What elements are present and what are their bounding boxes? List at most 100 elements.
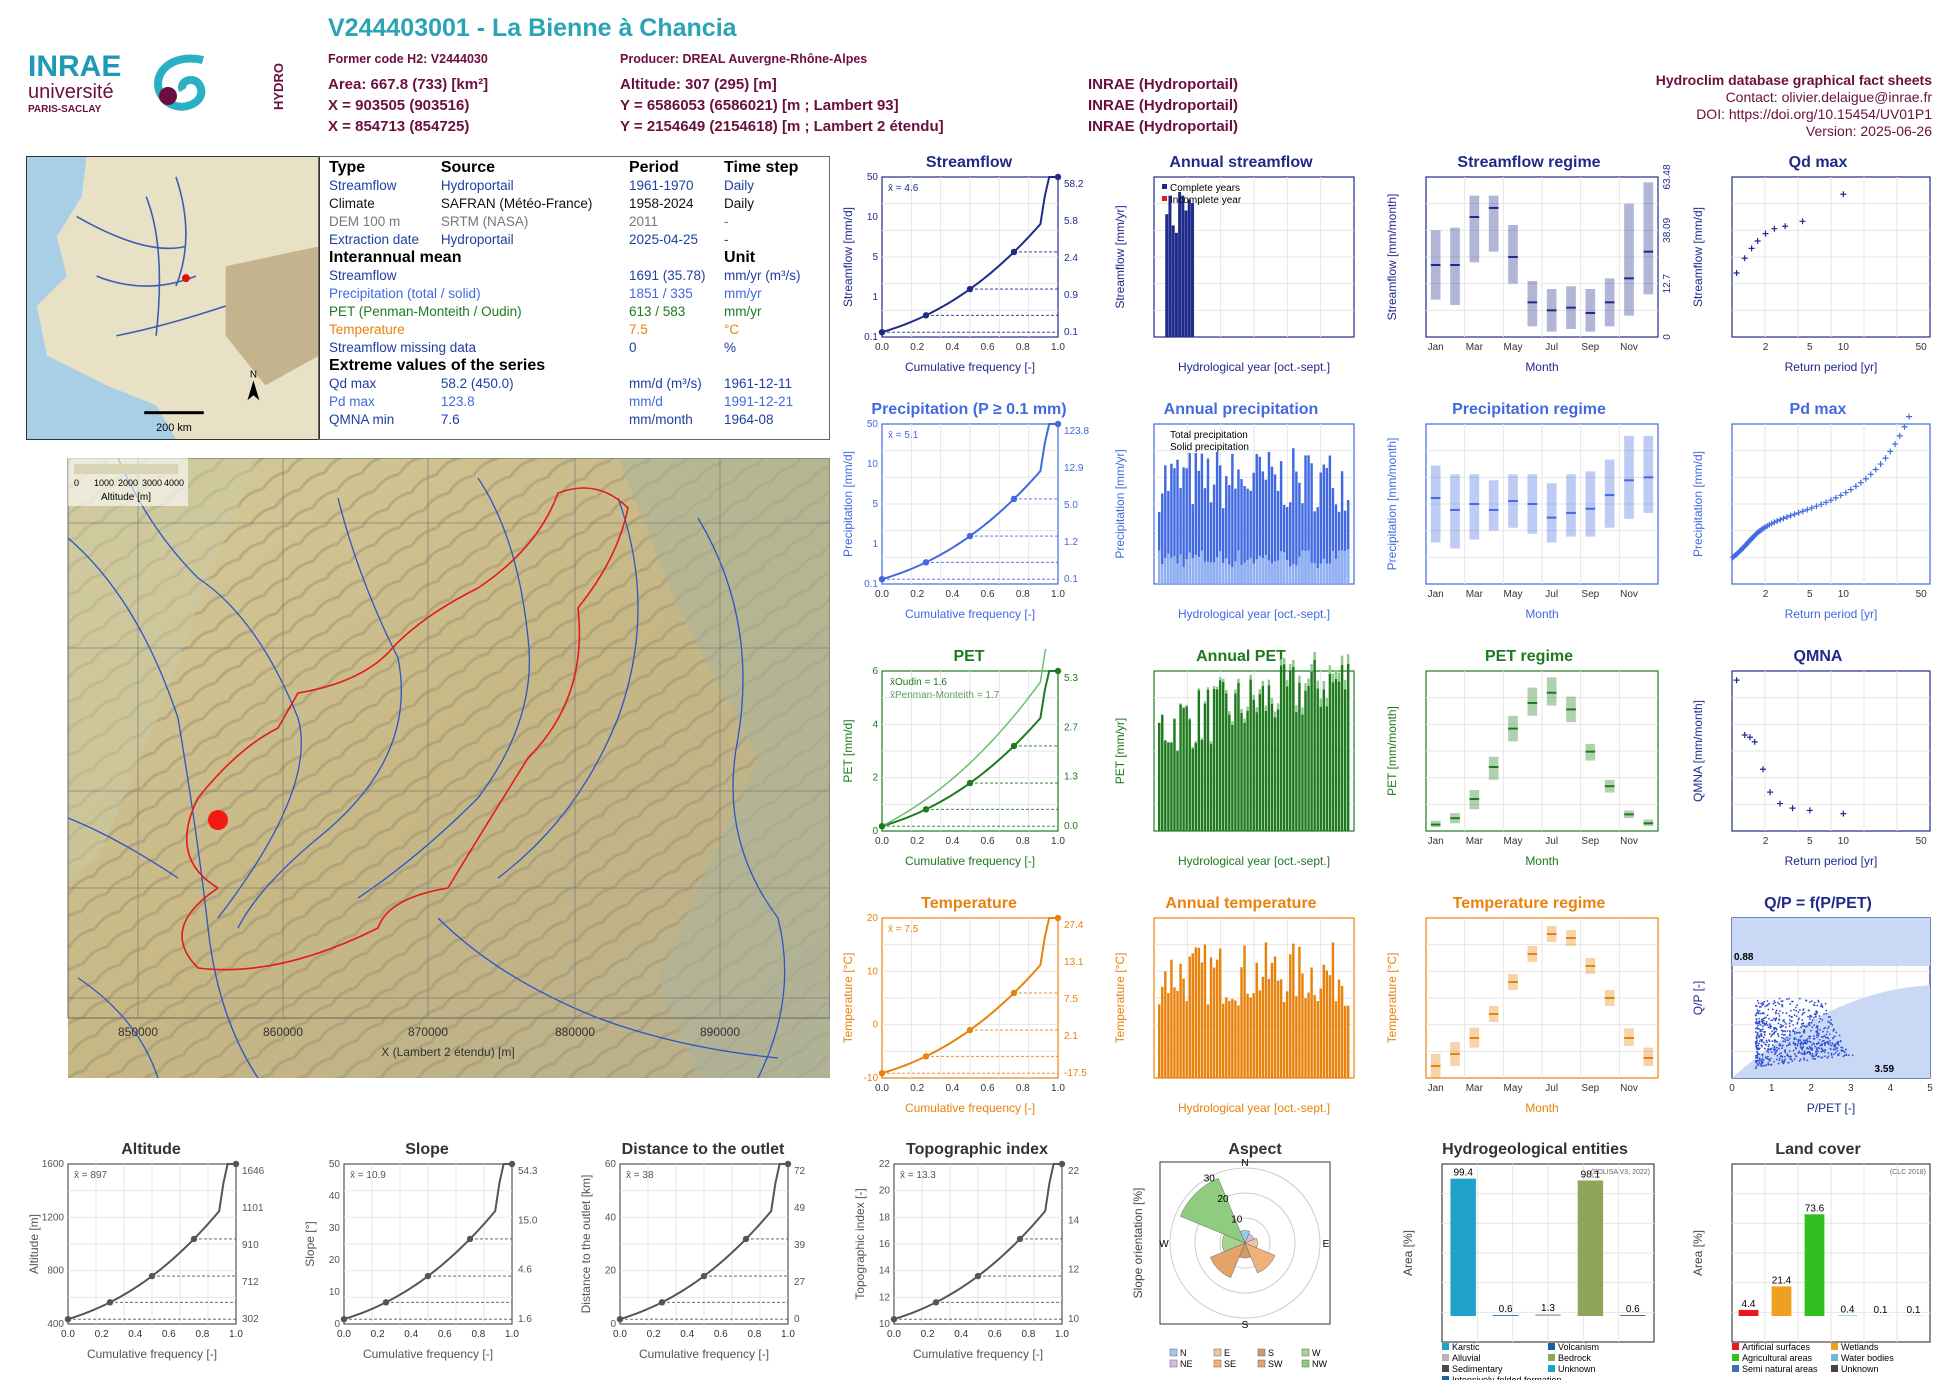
annual-bar [1188,719,1191,831]
x-tick: 0.0 [613,1329,627,1340]
x-tick: 1.0 [1051,342,1065,353]
quantile-label: 2.4 [1064,253,1078,264]
x-tick: 2 [1808,1083,1814,1094]
solid-bar [1334,558,1338,584]
qp-point [1842,1049,1844,1052]
qp-point [1782,1062,1785,1065]
temp-chart: Temperature Cumulative frequency [-] Tempe… [841,896,1087,1115]
regime-box [1508,225,1518,284]
y-tick: 16 [879,1239,891,1250]
quantile-label: 5.8 [1064,216,1078,227]
pm-bar [1194,740,1198,743]
qp-point [1826,1027,1829,1030]
annual-bar [1316,1001,1319,1078]
qp-point [1824,1043,1826,1045]
solid-bar [1289,566,1292,584]
annual-bar [1228,485,1231,584]
x-tick: May [1504,1083,1523,1094]
qp-point [1781,1000,1784,1003]
qp-point [1756,1048,1759,1051]
qp-point [1793,1008,1795,1011]
qp-point [1820,1003,1823,1005]
qp-point [1781,1047,1783,1050]
annual-bar [1261,471,1265,584]
x-tick: 0.0 [875,836,889,847]
qp-point [1795,1006,1797,1009]
qp-point [1777,1062,1780,1065]
qp-point [1807,1023,1810,1026]
x-tick: 1.0 [505,1329,519,1340]
svg-text:0: 0 [74,478,79,488]
return-period-point [1827,497,1834,504]
pm-bar [1170,741,1173,743]
solid-bar [1267,560,1271,584]
qp-point [1762,1012,1764,1014]
annual-bar [1164,465,1167,584]
qp-point [1819,1005,1822,1007]
x-tick: Jan [1428,342,1444,353]
qp-point [1788,1041,1791,1044]
chart-title: Annual precipitation [1164,402,1319,418]
qp-point [1766,1014,1769,1017]
qp-point [1802,1022,1805,1025]
annual-bar [1258,456,1262,584]
ann_streamflow-chart: Annual streamflow Hydrological year [oct.… [1113,155,1355,374]
y-axis-label: Precipitation [mm/yr] [1113,449,1127,558]
qp-point [1777,1022,1780,1025]
annual-bar [1171,225,1175,337]
qp-point [1827,1016,1830,1018]
qp-point [1780,1052,1782,1054]
qp-point [1767,1008,1770,1011]
return-period-point [1741,255,1748,262]
qp-point [1806,1047,1808,1050]
qp-point [1802,1012,1804,1015]
legend-item: S [1268,1348,1274,1358]
x-tick: 0.2 [371,1329,385,1340]
quantile-label: 14 [1068,1215,1080,1226]
annual-bar [1346,1005,1350,1078]
annual-bar [1225,476,1228,584]
return-period-point [1877,461,1884,468]
legend-item: Volcanism [1558,1342,1599,1352]
qp-point [1788,1022,1791,1025]
river-network [67,458,786,1078]
qp-point [1756,1031,1759,1034]
qp-point [1786,1036,1788,1039]
qp-point [1798,1031,1801,1034]
pm-bar [1286,680,1289,687]
chart-title: Pd max [1790,402,1847,418]
qp-point [1802,1043,1805,1046]
y-tick: 10 [867,212,879,223]
direction-label: W [1159,1239,1169,1250]
altitude-coords: Altitude: 307 (295) [m] Y = 6586053 (6586… [620,76,944,135]
hydro-swirl-icon [154,54,206,111]
qp-point [1799,1008,1801,1011]
return-period-point [1906,413,1913,420]
annual-bar [1197,947,1201,1078]
qp-point [1808,1018,1811,1021]
qp-point [1810,1000,1813,1002]
annual-bar [1209,502,1213,584]
x-tick: 0.6 [988,1329,1002,1340]
pm-bar [1252,694,1255,700]
qp-point [1773,1039,1776,1042]
upper-zone [1732,918,1930,966]
chart-title: Topographic index [906,1142,1048,1158]
quantile-label: 39 [794,1240,806,1251]
solid-bar [1225,558,1228,584]
return-period-point [1837,492,1844,499]
qp-point [1759,1038,1762,1041]
y-axis-label: Streamflow [mm/yr] [1113,205,1127,308]
x-tick: 0.4 [954,1329,968,1340]
annual-bar [1334,504,1338,584]
annual-bar [1188,956,1191,1078]
solid-bar [1273,561,1277,584]
quantile-label: 7.5 [1064,994,1078,1005]
qp-point [1821,1043,1824,1045]
regime-box [1566,474,1576,537]
annual-bar [1252,699,1255,831]
annual-bar [1322,464,1326,584]
qp-point [1760,1030,1763,1032]
qp-point [1785,1022,1787,1025]
qp-point [1766,1050,1768,1052]
